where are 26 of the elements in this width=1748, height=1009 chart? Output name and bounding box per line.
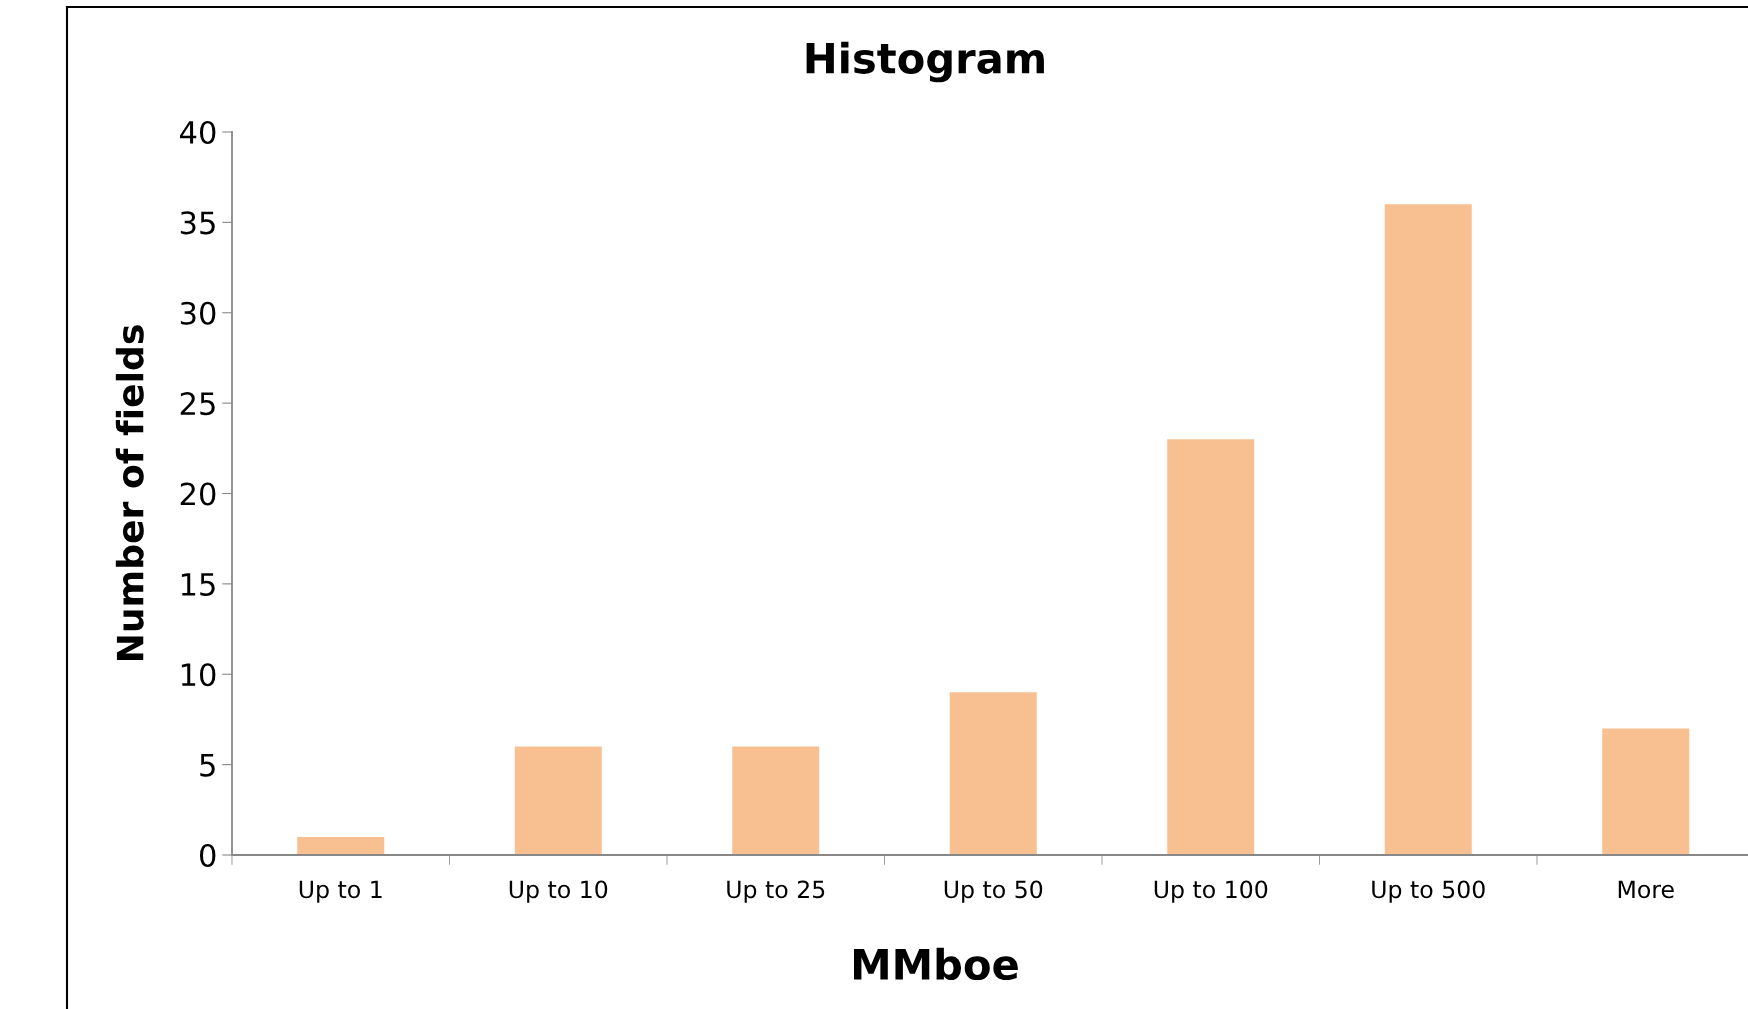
- y-tick-label: 10: [181, 663, 216, 687]
- bar: [1167, 439, 1255, 855]
- bar: [514, 746, 602, 855]
- y-tick-label: 30: [180, 301, 216, 325]
- y-axis-title: Number of fields: [115, 325, 144, 661]
- y-tick-label: 35: [180, 211, 215, 235]
- x-tick-label: Up to 25: [727, 880, 825, 903]
- x-tick-label: Up to 100: [1154, 880, 1268, 903]
- y-tick-label: 20: [180, 482, 216, 506]
- x-tick-label: Up to 500: [1372, 880, 1485, 903]
- x-axis-title: MMboe: [854, 947, 1018, 981]
- bar: [732, 746, 820, 855]
- bar: [949, 692, 1037, 855]
- y-tick-label: 15: [181, 573, 215, 596]
- x-tick-label: Up to 1: [299, 880, 382, 903]
- x-tick-label: Up to 10: [509, 880, 608, 903]
- y-tick-label: 0: [199, 843, 216, 868]
- chart-title: Histogram: [806, 41, 1044, 83]
- bar: [1384, 204, 1472, 855]
- x-tick-label: Up to 50: [944, 880, 1043, 903]
- bar: [297, 836, 385, 855]
- bar: [1602, 728, 1690, 855]
- y-tick-label: 25: [180, 392, 215, 416]
- y-tick-label: 40: [180, 120, 216, 145]
- y-tick-label: 5: [200, 753, 215, 777]
- x-tick-label: More: [1618, 880, 1674, 899]
